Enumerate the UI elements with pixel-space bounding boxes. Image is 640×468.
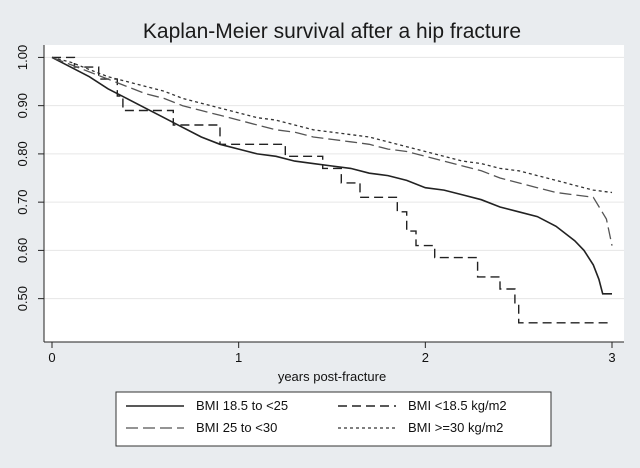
y-tick-label-3: 0.80 [15,141,30,166]
plot-area [44,45,624,342]
series-line-1 [52,56,612,324]
legend: BMI 18.5 to <25 BMI <18.5 kg/m2 BMI 25 to … [115,391,552,447]
x-tick-label-3: 3 [608,350,615,365]
x-tick-label-2: 2 [422,350,429,365]
y-tick-label-5: 1.00 [15,45,30,70]
legend-box [115,391,552,447]
x-tick-label-1: 1 [235,350,242,365]
grid-layer [44,56,624,300]
x-axis-title: years post-fracture [278,369,386,384]
axis-layer: 0.50 0.60 0.70 0.80 0.90 1.00 0 1 2 3 [15,45,624,365]
series-line-0 [51,56,612,295]
legend-label-3: BMI >=30 kg/m2 [408,420,503,435]
legend-label-2: BMI 25 to <30 [196,420,277,435]
legend-label-1: BMI <18.5 kg/m2 [408,398,507,413]
y-tick-label-4: 0.90 [15,93,30,118]
series-line-3 [51,56,613,194]
y-tick-label-1: 0.60 [15,238,30,263]
x-tick-label-0: 0 [48,350,55,365]
y-tick-label-2: 0.70 [15,189,30,214]
chart-title: Kaplan-Meier survival after a hip fractu… [143,20,521,43]
series-line-2 [51,56,613,246]
y-tick-label-0: 0.50 [15,286,30,311]
legend-label-0: BMI 18.5 to <25 [196,398,288,413]
series-layer [51,56,613,324]
